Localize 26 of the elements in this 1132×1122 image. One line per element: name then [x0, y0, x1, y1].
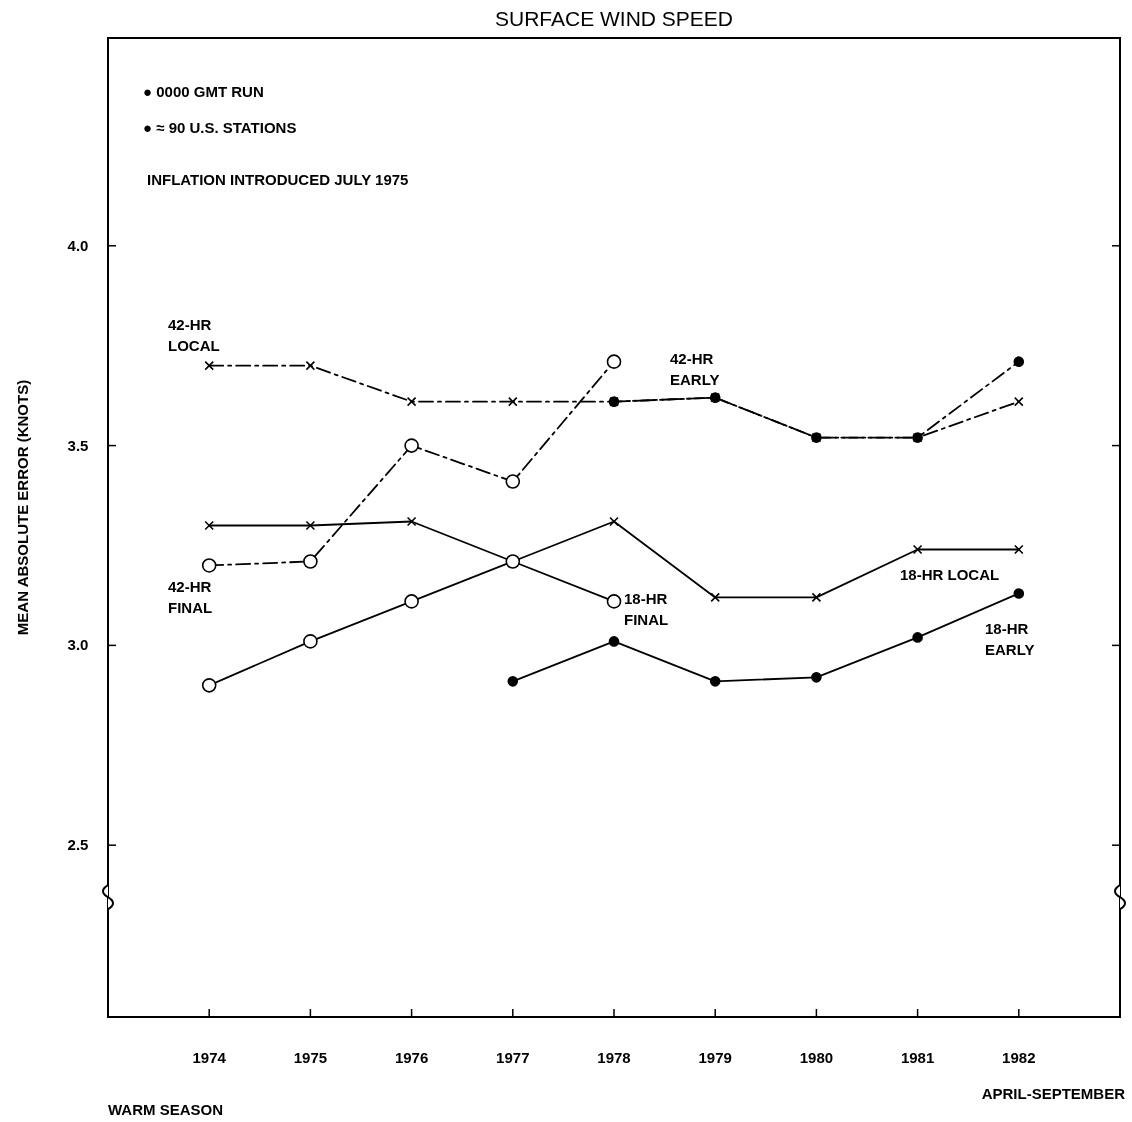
x-tick-label: 1976	[394, 1049, 429, 1066]
series-label: 42-HR LOCAL	[168, 316, 220, 354]
annotation: INFLATION INTRODUCED JULY 1975	[147, 171, 409, 188]
annotation: ● 0000 GMT RUN	[143, 83, 264, 100]
series-label: 18-HR FINAL	[624, 590, 669, 628]
series-label: 42-HR EARLY	[670, 350, 720, 388]
x-tick-label: 1977	[496, 1049, 530, 1066]
x-tick-label: 1980	[799, 1049, 834, 1066]
x-tick-label: 1975	[293, 1049, 328, 1066]
series-label: 18-HR LOCAL	[900, 566, 1000, 583]
y-tick-label: 3.5	[67, 436, 89, 454]
chart-title: SURFACE WIND SPEED	[494, 7, 734, 30]
x-tick-label: 1979	[698, 1049, 732, 1066]
x-tick-label: 1981	[900, 1049, 935, 1066]
text: WARM SEASON	[108, 1101, 224, 1118]
series-label: 18-HR EARLY	[985, 620, 1035, 658]
series-label: 42-HR FINAL	[168, 578, 213, 616]
annotation: ● ≈ 90 U.S. STATIONS	[143, 119, 297, 136]
x-tick-label: 1978	[597, 1049, 631, 1066]
x-tick-label: 1982	[1002, 1049, 1036, 1066]
text: APRIL-SEPTEMBER	[981, 1085, 1126, 1102]
y-axis-title: MEAN ABSOLUTE ERROR (KNOTS)	[14, 379, 31, 636]
y-tick-label: 3.0	[67, 636, 89, 654]
y-tick-label: 2.5	[67, 836, 89, 854]
x-tick-label: 1974	[192, 1049, 227, 1066]
y-tick-label: 4.0	[67, 236, 89, 254]
